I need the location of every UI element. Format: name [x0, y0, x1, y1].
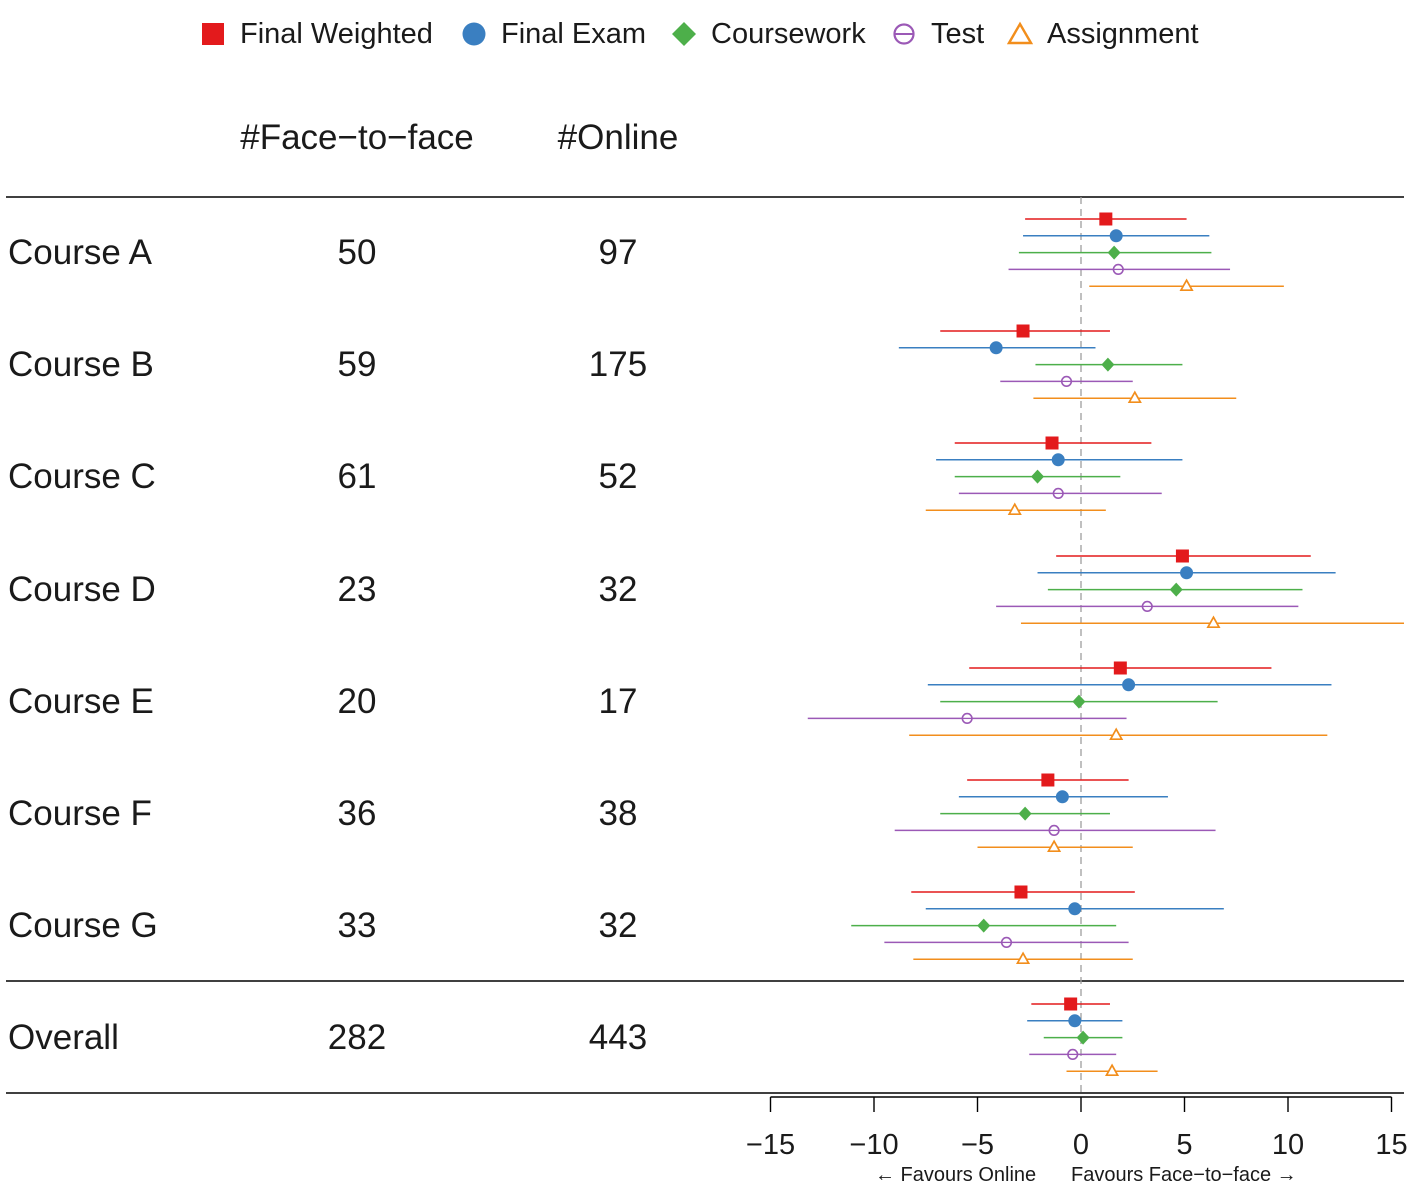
online-count: 443 — [588, 1017, 648, 1057]
x-tick-label: 15 — [1375, 1129, 1407, 1161]
point-marker-as — [1104, 1063, 1120, 1077]
legend-label: Test — [931, 17, 985, 50]
point-marker-fw — [1099, 212, 1113, 226]
row-label: Course C — [8, 456, 156, 496]
point-marker-as — [1007, 502, 1022, 516]
legend-label: Assignment — [1047, 17, 1199, 50]
point-marker-as — [1206, 615, 1221, 629]
face-to-face-count: 59 — [337, 344, 377, 384]
point-marker-cw — [1031, 469, 1045, 484]
x-tick-label: 0 — [1073, 1129, 1089, 1161]
point-marker-fe — [1068, 902, 1082, 916]
legend-item-assignment: Assignment — [1007, 12, 1199, 56]
face-to-face-count: 282 — [327, 1017, 387, 1057]
point-marker-as — [1179, 278, 1194, 292]
point-marker-fe — [989, 341, 1003, 355]
point-marker-cw — [1107, 245, 1121, 260]
legend-item-coursework: Coursework — [671, 12, 866, 56]
point-marker-fw — [1045, 436, 1059, 450]
row-label: Course B — [8, 344, 154, 384]
face-to-face-count: 50 — [337, 232, 377, 272]
online-count: 38 — [598, 793, 638, 833]
online-count: 32 — [598, 569, 638, 609]
point-marker-fe — [1109, 229, 1123, 243]
point-marker-fe — [1068, 1014, 1082, 1028]
triangle-marker-icon — [1007, 21, 1033, 45]
online-count: 175 — [588, 344, 648, 384]
point-marker-fe — [1122, 678, 1136, 692]
face-to-face-count: 33 — [337, 905, 377, 945]
row-label: Course E — [8, 681, 154, 721]
point-marker-as — [1109, 727, 1124, 741]
x-tick-label: −5 — [961, 1129, 994, 1161]
x-tick-label: 5 — [1176, 1129, 1192, 1161]
point-marker-fw — [1041, 773, 1055, 787]
point-marker-fe — [1055, 790, 1069, 804]
row-label: Course G — [8, 905, 158, 945]
point-marker-as — [1127, 390, 1142, 404]
point-marker-fw — [1064, 997, 1078, 1011]
x-tick-label: 10 — [1272, 1129, 1304, 1161]
point-marker-as — [1047, 839, 1062, 853]
point-marker-cw — [1076, 1030, 1090, 1045]
row-label: Course F — [8, 793, 152, 833]
x-tick-label: −10 — [849, 1129, 898, 1161]
legend-label: Final Weighted — [240, 17, 433, 50]
online-count: 32 — [598, 905, 638, 945]
column-header-face-to-face: #Face−to−face — [240, 118, 474, 157]
point-marker-fe — [1180, 566, 1194, 580]
face-to-face-count: 61 — [337, 456, 377, 496]
row-label: Course D — [8, 569, 156, 609]
face-to-face-count: 20 — [337, 681, 377, 721]
circle-marker-icon — [462, 22, 486, 46]
legend-label: Final Exam — [501, 17, 647, 50]
legend-item-final-exam: Final Exam — [461, 12, 646, 56]
legend: Final Weighted Final Exam Coursework Tes… — [0, 12, 1418, 56]
face-to-face-count: 36 — [337, 793, 377, 833]
point-marker-as — [1015, 951, 1031, 965]
diamond-marker-icon — [672, 22, 696, 46]
square-marker-icon — [202, 23, 224, 45]
online-count: 17 — [598, 681, 638, 721]
legend-item-test: Test — [891, 12, 984, 56]
face-to-face-count: 23 — [337, 569, 377, 609]
point-marker-fw — [1016, 324, 1030, 338]
point-marker-fw — [1175, 549, 1189, 563]
legend-label: Coursework — [711, 17, 866, 50]
point-marker-cw — [1101, 357, 1115, 372]
favours-online-annotation: ← Favours Online — [875, 1164, 1037, 1186]
point-marker-fe — [1051, 453, 1065, 467]
x-tick-label: −15 — [746, 1129, 795, 1161]
online-count: 97 — [598, 232, 638, 272]
open-circle-marker-icon — [893, 23, 915, 45]
favours-face-to-face-annotation: Favours Face−to−face → — [1071, 1164, 1297, 1186]
row-label: Course A — [8, 232, 152, 272]
point-marker-cw — [1018, 806, 1032, 821]
legend-item-final-weighted: Final Weighted — [200, 12, 433, 56]
point-marker-cw — [1072, 694, 1086, 709]
point-marker-fw — [1113, 661, 1127, 675]
point-marker-cw — [977, 918, 991, 933]
row-label: Overall — [8, 1017, 119, 1057]
online-count: 52 — [598, 456, 638, 496]
point-marker-cw — [1169, 582, 1183, 597]
point-marker-fw — [1014, 885, 1028, 899]
column-header-online: #Online — [557, 118, 679, 157]
